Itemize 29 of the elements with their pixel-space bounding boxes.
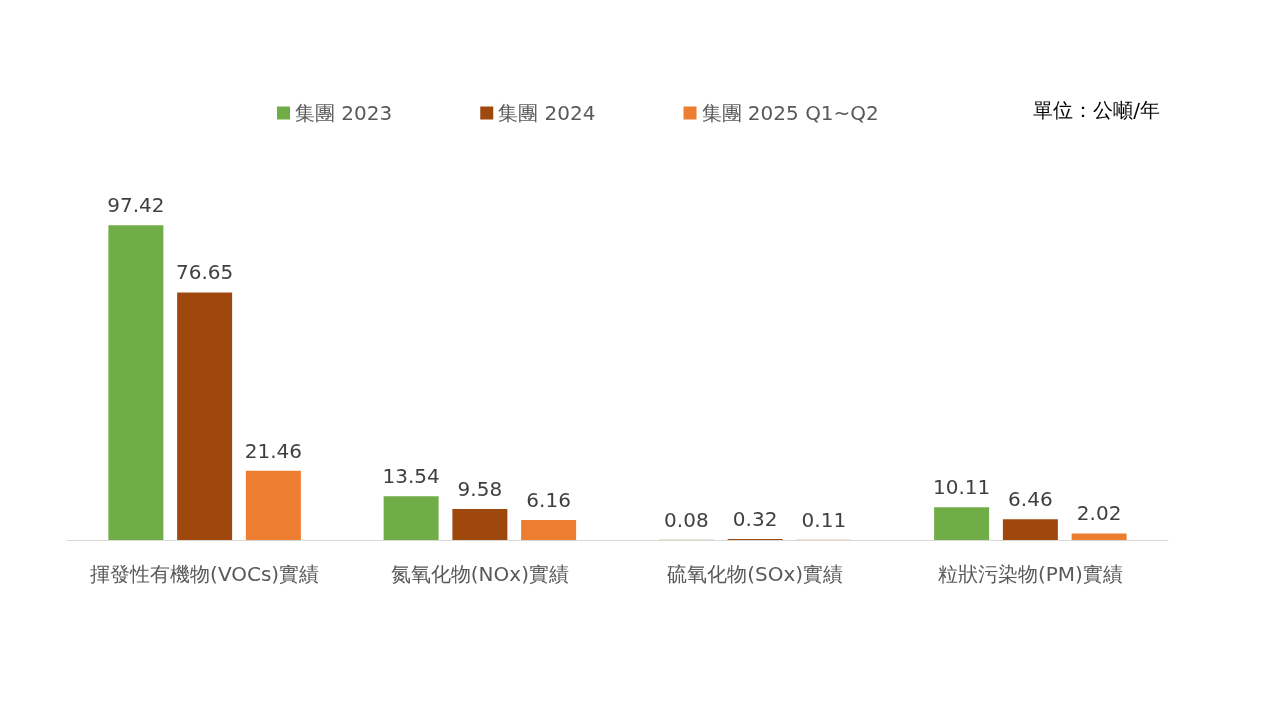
data-label: 97.42 (107, 193, 165, 218)
bar (245, 470, 301, 540)
x-tick-label: 氮氧化物(NOx)實績 (390, 562, 569, 586)
bar (1002, 519, 1058, 540)
bar (521, 520, 577, 540)
data-label: 2.02 (1076, 501, 1122, 526)
bar (383, 496, 439, 540)
data-label: 0.32 (732, 506, 778, 531)
legend-label: 集團 2024 (498, 101, 596, 125)
bar (177, 292, 233, 540)
bar (452, 509, 508, 540)
legend-label: 集團 2023 (295, 101, 393, 125)
data-label: 76.65 (175, 260, 234, 285)
x-tick-label: 硫氧化物(SOx)實績 (667, 562, 844, 586)
data-label: 10.11 (932, 475, 991, 500)
x-tick-label: 粒狀污染物(PM)實績 (937, 562, 1123, 586)
x-tick-label: 揮發性有機物(VOCs)實績 (90, 562, 320, 586)
data-label: 9.58 (457, 477, 503, 502)
data-label: 21.46 (244, 438, 303, 463)
data-label: 6.46 (1008, 487, 1053, 512)
bar (1071, 533, 1127, 540)
data-label: 0.08 (664, 507, 709, 532)
bar (108, 225, 164, 540)
bar (934, 507, 990, 540)
data-label: 13.54 (382, 464, 440, 489)
text: 單位：公噸/年 (1033, 98, 1161, 122)
legend-label: 集團 2025 Q1~Q2 (701, 101, 879, 125)
data-label: 6.16 (526, 488, 571, 513)
data-label: 0.11 (801, 507, 847, 532)
